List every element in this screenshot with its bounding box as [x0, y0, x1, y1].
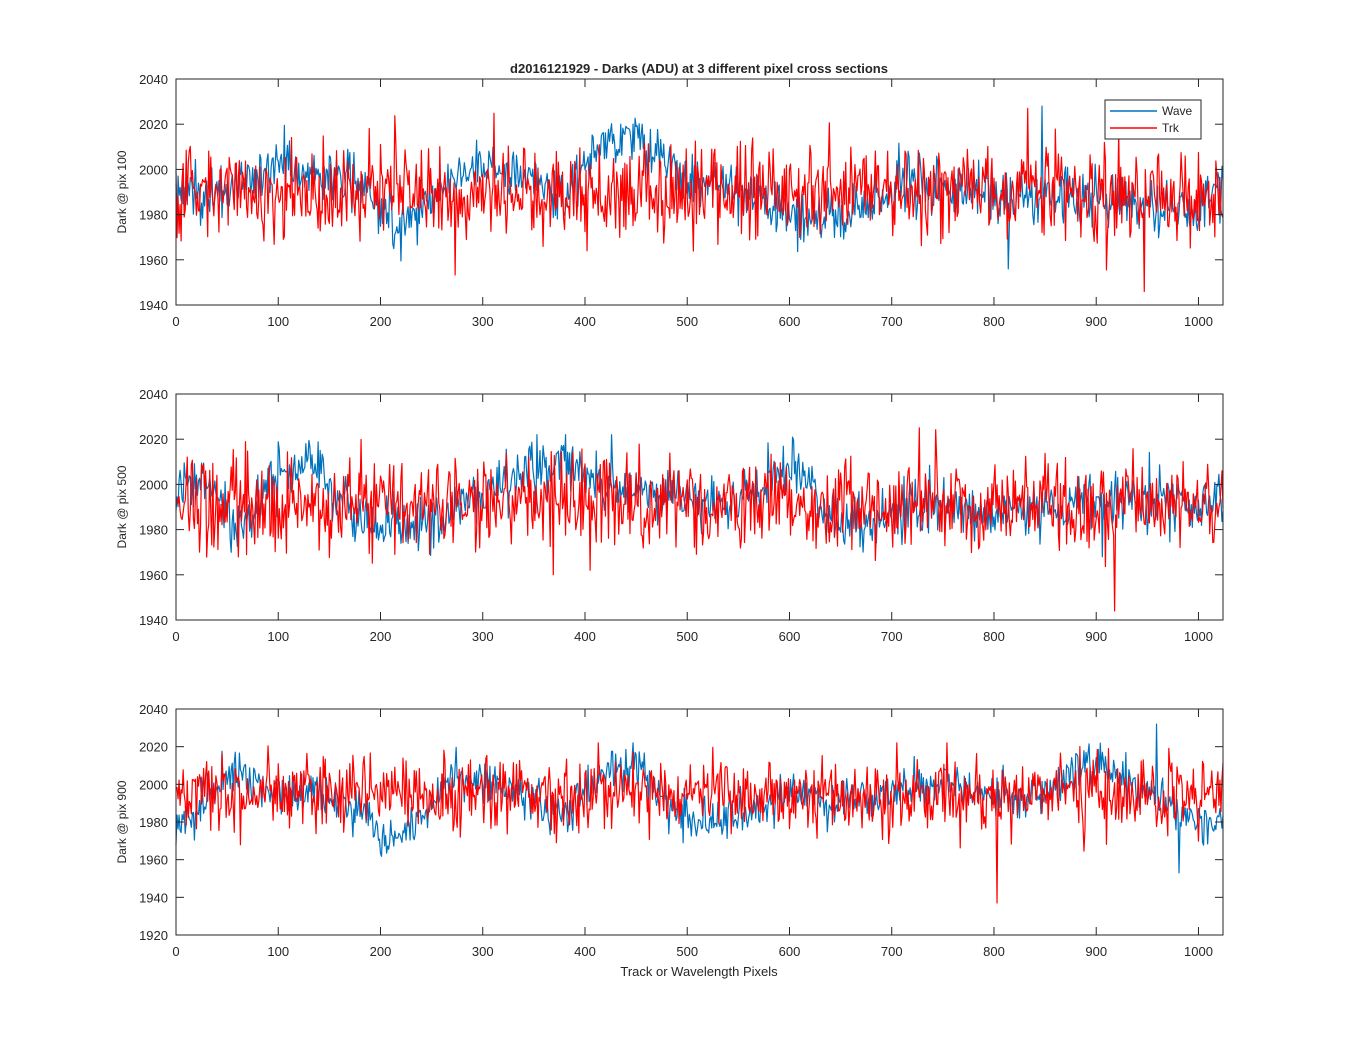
subplot-pix-100-ytick-label-1960: 1960: [139, 253, 168, 268]
subplot-pix-900-xtick-label-900: 900: [1085, 944, 1107, 959]
subplot-pix-100-xtick-label-400: 400: [574, 314, 596, 329]
subplot-pix-900-xtick-label-300: 300: [472, 944, 494, 959]
subplot-pix-900-xtick-label-200: 200: [370, 944, 392, 959]
subplot-pix-100-ytick-label-1980: 1980: [139, 208, 168, 223]
subplot-pix-100-ytick-label-1940: 1940: [139, 298, 168, 313]
x-axis-label: Track or Wavelength Pixels: [620, 964, 778, 979]
subplot-pix-900-series-wave: [175, 723, 1224, 874]
subplot-pix-100-xtick-label-900: 900: [1085, 314, 1107, 329]
subplot-pix-500-xtick-label-600: 600: [779, 629, 801, 644]
subplot-pix-100-xtick-label-700: 700: [881, 314, 903, 329]
subplot-pix-100-ytick-label-2040: 2040: [139, 72, 168, 87]
subplot-pix-500-ylabel: Dark @ pix 500: [115, 465, 129, 548]
subplot-pix-900-ytick-label-1980: 1980: [139, 815, 168, 830]
subplot-pix-900-xtick-label-500: 500: [676, 944, 698, 959]
subplot-pix-500-xtick-label-100: 100: [267, 629, 289, 644]
subplot-pix-500: 0 100 200 300 400 500 600 700 800 900 1000 1940 1960…: [115, 387, 1224, 644]
subplot-pix-900: 0 100 200 300 400 500 600 700 800 900 1000 1920 1940…: [115, 702, 1224, 959]
subplot-pix-100-xtick-label-500: 500: [676, 314, 698, 329]
subplot-pix-900-xtick-label-1000: 1000: [1184, 944, 1213, 959]
subplot-pix-500-ytick-label-2020: 2020: [139, 432, 168, 447]
subplot-pix-100: 0 100 200 300 400 500 600 700 800 900 1000 1940 1960…: [115, 72, 1224, 329]
subplot-pix-900-xtick-label-100: 100: [267, 944, 289, 959]
subplot-pix-500-ytick-label-1960: 1960: [139, 568, 168, 583]
subplot-pix-100-frame: [175, 78, 1224, 306]
subplot-pix-500-xtick-label-300: 300: [472, 629, 494, 644]
subplot-pix-100-xtick-label-200: 200: [370, 314, 392, 329]
subplot-pix-900-ytick-label-2040: 2040: [139, 702, 168, 717]
subplot-pix-100-xtick-label-100: 100: [267, 314, 289, 329]
subplot-pix-500-xtick-label-200: 200: [370, 629, 392, 644]
subplot-pix-500-ticks: 0 100 200 300 400 500 600 700 800 900 1000 1940 1960…: [139, 387, 1223, 644]
subplot-pix-100-series-trk: [175, 107, 1224, 293]
legend-entry-trk: Trk: [1162, 121, 1180, 135]
legend-box: [1104, 99, 1202, 140]
subplot-pix-100-ytick-label-2020: 2020: [139, 117, 168, 132]
subplot-pix-100-xtick-label-0: 0: [172, 314, 179, 329]
subplot-pix-100-xtick-label-300: 300: [472, 314, 494, 329]
subplot-pix-900-lines: [175, 723, 1224, 904]
subplot-pix-900-xtick-label-400: 400: [574, 944, 596, 959]
subplot-pix-500-frame: [175, 393, 1224, 621]
subplot-pix-500-lines: [175, 427, 1224, 612]
subplot-pix-500-xtick-label-700: 700: [881, 629, 903, 644]
subplot-pix-900-ytick-label-2020: 2020: [139, 740, 168, 755]
subplot-pix-900-xtick-label-700: 700: [881, 944, 903, 959]
subplot-pix-900-ytick-label-2000: 2000: [139, 777, 168, 792]
subplot-pix-500-xtick-label-900: 900: [1085, 629, 1107, 644]
subplot-pix-900-series-trk: [175, 742, 1224, 904]
subplot-pix-100-lines: [175, 105, 1224, 293]
subplot-pix-900-xtick-label-600: 600: [779, 944, 801, 959]
legend: Wave Trk: [1104, 99, 1202, 140]
subplot-pix-900-xtick-label-0: 0: [172, 944, 179, 959]
subplot-pix-100-ylabel: Dark @ pix 100: [115, 150, 129, 233]
subplot-pix-500-ytick-label-1980: 1980: [139, 523, 168, 538]
subplot-pix-500-ytick-label-1940: 1940: [139, 613, 168, 628]
subplot-pix-100-xtick-label-800: 800: [983, 314, 1005, 329]
subplot-pix-500-xtick-label-1000: 1000: [1184, 629, 1213, 644]
subplot-pix-100-ticks: 0 100 200 300 400 500 600 700 800 900 1000 1940 1960…: [139, 72, 1223, 329]
subplot-pix-900-ytick-label-1920: 1920: [139, 928, 168, 943]
subplot-pix-500-xtick-label-0: 0: [172, 629, 179, 644]
subplot-pix-500-ytick-label-2000: 2000: [139, 477, 168, 492]
subplot-pix-900-ytick-label-1940: 1940: [139, 890, 168, 905]
subplot-pix-900-xtick-label-800: 800: [983, 944, 1005, 959]
subplot-pix-900-ylabel: Dark @ pix 900: [115, 780, 129, 863]
subplot-pix-100-xtick-label-1000: 1000: [1184, 314, 1213, 329]
subplot-pix-500-xtick-label-400: 400: [574, 629, 596, 644]
figure-title: d2016121929 - Darks (ADU) at 3 different…: [510, 61, 888, 76]
subplot-pix-100-xtick-label-600: 600: [779, 314, 801, 329]
subplot-pix-500-ytick-label-2040: 2040: [139, 387, 168, 402]
subplot-pix-500-xtick-label-800: 800: [983, 629, 1005, 644]
subplot-pix-500-xtick-label-500: 500: [676, 629, 698, 644]
subplot-pix-100-ytick-label-2000: 2000: [139, 162, 168, 177]
subplot-pix-900-ytick-label-1960: 1960: [139, 853, 168, 868]
subplot-pix-900-ticks: 0 100 200 300 400 500 600 700 800 900 1000 1920 1940…: [139, 702, 1223, 959]
subplot-pix-500-series-trk: [175, 427, 1224, 612]
legend-entry-wave: Wave: [1162, 104, 1193, 118]
